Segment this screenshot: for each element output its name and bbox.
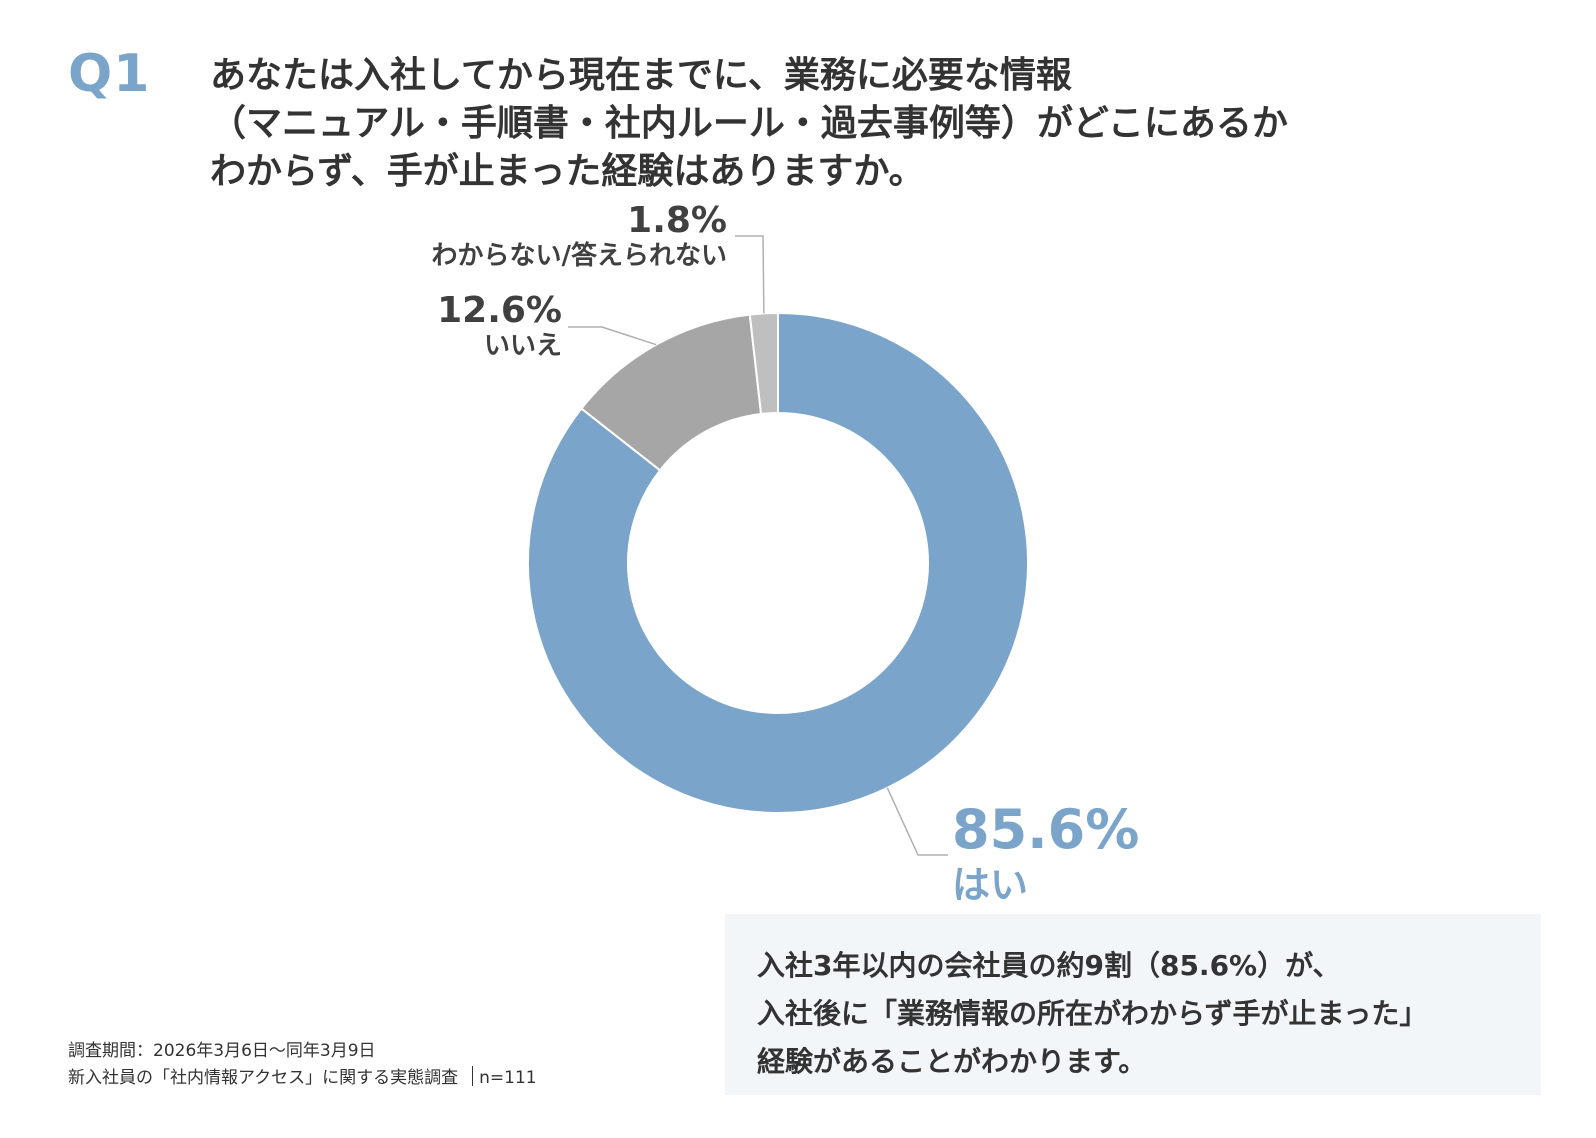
summary-line-3: 経験があることがわかります。 bbox=[757, 1045, 1147, 1078]
slice-unknown bbox=[748, 311, 779, 416]
label-unknown: わからない/答えられない bbox=[432, 240, 728, 271]
question-line-1: あなたは入社してから現在までに、業務に必要な情報 bbox=[210, 55, 1072, 96]
leader-lines bbox=[568, 235, 948, 856]
leader-line-2 bbox=[735, 235, 765, 314]
question-number: Q1 bbox=[68, 44, 151, 104]
survey-name: 新入社員の「社内情報アクセス」に関する実態調査 bbox=[68, 1068, 459, 1088]
label-no: いいえ bbox=[484, 331, 562, 361]
label-no-percent: 12.6% bbox=[437, 290, 562, 331]
question-line-2: （マニュアル・手順書・社内ルール・過去事例等）がどこにあるか bbox=[210, 103, 1288, 144]
donut-slices bbox=[527, 311, 1029, 814]
leader-line-0 bbox=[886, 787, 948, 856]
separator bbox=[472, 1066, 474, 1086]
label-yes-percent: 85.6% bbox=[952, 798, 1139, 861]
question-text: あなたは入社してから現在までに、業務に必要な情報 （マニュアル・手順書・社内ルー… bbox=[210, 52, 1410, 196]
summary-line-1: 入社3年以内の会社員の約9割（85.6%）が、 bbox=[757, 949, 1341, 982]
question-line-3: わからず、手が止まった経験はありますか。 bbox=[210, 151, 925, 192]
summary-line-2: 入社後に「業務情報の所在がわからず手が止まった」 bbox=[757, 997, 1428, 1030]
label-unknown-percent: 1.8% bbox=[627, 200, 727, 241]
sample-size: n=111 bbox=[479, 1068, 537, 1088]
slice-yes bbox=[527, 311, 1029, 814]
survey-info: 新入社員の「社内情報アクセス」に関する実態調査 n=111 bbox=[68, 1065, 537, 1092]
slice-labels: 85.6%はい 12.6%いいえ 1.8%わからない/答えられない bbox=[432, 200, 1140, 907]
survey-period: 調査期間：2026年3月6日～同年3月9日 bbox=[68, 1041, 376, 1061]
summary-box: 入社3年以内の会社員の約9割（85.6%）が、 入社後に「業務情報の所在がわから… bbox=[725, 914, 1541, 1095]
leader-line-1 bbox=[568, 326, 657, 346]
label-yes: はい bbox=[952, 863, 1028, 907]
footnote: 調査期間：2026年3月6日～同年3月9日 新入社員の「社内情報アクセス」に関す… bbox=[68, 1038, 537, 1092]
